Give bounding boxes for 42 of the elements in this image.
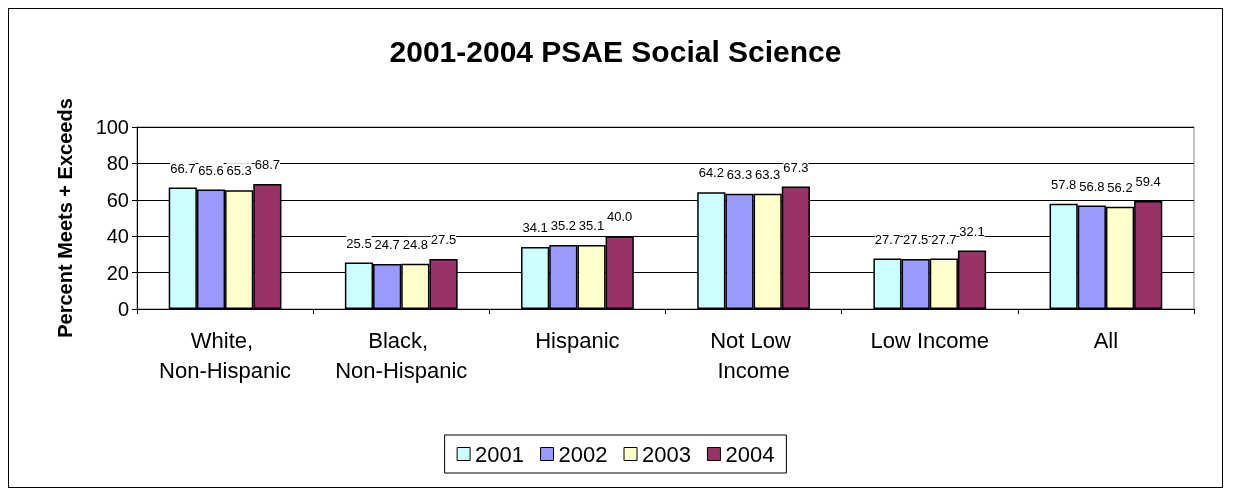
data-label: 25.5 [346,235,372,251]
data-label: 66.7 [170,160,196,176]
y-tick-label: 20 [106,261,129,284]
y-tick-label: 80 [106,152,129,175]
legend-label: 2004 [725,441,775,467]
data-label: 65.6 [198,162,224,178]
y-axis-title: Percent Meets + Exceeds [54,98,76,338]
data-label: 27.7 [931,231,957,247]
data-label: 56.8 [1079,178,1105,194]
legend-label: 2001 [475,441,525,467]
data-label: 59.4 [1135,173,1161,189]
x-tick-label: White, Non-Hispanic [159,327,292,383]
y-tick-label: 100 [95,116,129,138]
data-label: 57.8 [1050,176,1077,192]
data-label: 24.8 [402,236,428,252]
data-label: 63.3 [755,166,781,182]
chart-title: 2001-2004 PSAE Social Science [389,34,842,68]
y-tick-label: 40 [106,225,129,248]
data-label: 67.3 [783,159,809,175]
data-label: 56.2 [1107,179,1133,195]
x-tick-label: Hispanic [535,327,620,353]
data-label: 68.7 [254,156,281,172]
data-label: 65.3 [226,163,252,179]
data-label: 40.0 [607,209,633,225]
x-tick-label: Not Low Income [710,327,797,383]
data-label: 27.7 [874,231,901,247]
x-tick-label: Black, Non-Hispanic [335,327,468,383]
x-tick-label: Low Income [870,327,990,353]
legend-label: 2003 [642,441,691,467]
data-label: 64.2 [698,165,724,181]
data-label: 24.7 [374,237,400,253]
data-label: 27.5 [430,231,457,247]
legend-label: 2002 [558,441,608,467]
data-label: 35.1 [578,218,605,234]
data-label: 34.1 [522,219,548,235]
y-tick-label: 0 [117,298,129,320]
data-label: 32.1 [959,223,985,239]
y-tick-label: 60 [106,188,129,211]
x-tick-label: All [1093,327,1119,353]
data-label: 35.2 [550,217,576,233]
data-label: 27.5 [903,231,929,247]
data-label: 63.3 [726,166,753,182]
